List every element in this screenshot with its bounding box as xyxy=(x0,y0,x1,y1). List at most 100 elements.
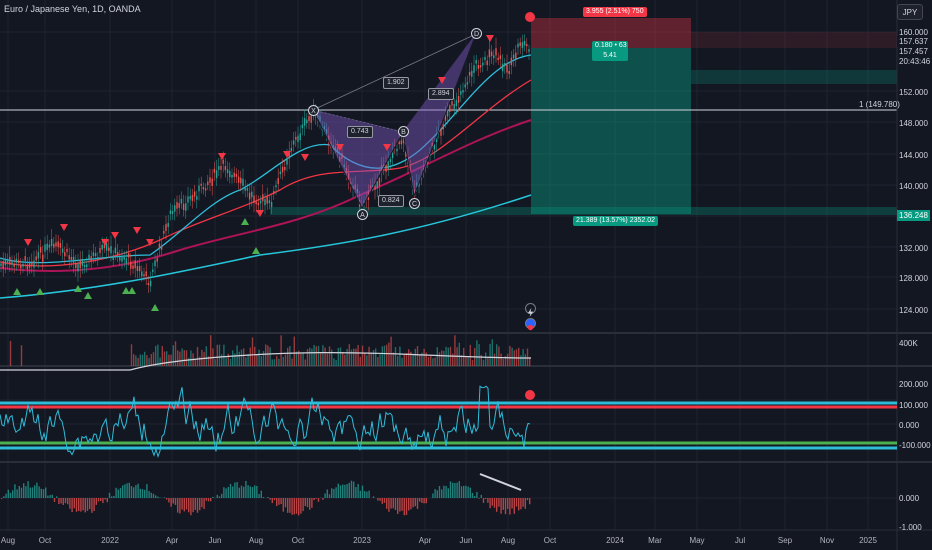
volume-bar xyxy=(243,348,245,366)
candle-body xyxy=(257,202,260,206)
candle-body xyxy=(244,187,246,191)
volume-bar xyxy=(364,352,366,366)
volume-bar xyxy=(509,345,511,366)
candle-body xyxy=(22,263,24,267)
macd-bar xyxy=(163,497,166,498)
macd-bar xyxy=(489,498,491,509)
macd-bar xyxy=(181,498,183,510)
macd-bar xyxy=(520,498,522,510)
candle-body xyxy=(464,84,466,88)
candle-body xyxy=(350,182,352,185)
macd-bar xyxy=(366,491,368,498)
macd-bar xyxy=(522,498,524,507)
macd-bar xyxy=(295,498,298,514)
candle-body xyxy=(160,245,163,250)
macd-bar xyxy=(463,485,465,498)
volume-bar xyxy=(282,356,284,366)
candle-body xyxy=(528,49,530,52)
macd-bar xyxy=(315,498,317,499)
candle-body xyxy=(451,101,453,106)
candle-body xyxy=(262,194,264,202)
candle-body xyxy=(413,189,416,197)
candle-body xyxy=(519,42,521,47)
candle-body xyxy=(220,165,222,170)
alert-icon[interactable] xyxy=(525,390,535,400)
candle-body xyxy=(369,185,372,189)
time-axis-label: May xyxy=(689,536,705,545)
sell-signal-marker xyxy=(486,35,494,42)
macd-bar xyxy=(240,485,243,498)
macd-bar xyxy=(302,498,304,512)
volume-bar xyxy=(504,355,507,366)
volume-bar xyxy=(201,349,203,366)
macd-bar xyxy=(177,498,179,513)
candle-body xyxy=(387,161,389,169)
volume-bar xyxy=(249,347,251,366)
sell-signal-marker xyxy=(146,239,154,246)
pattern-point-x[interactable]: X xyxy=(308,105,319,116)
macd-bar xyxy=(471,492,474,498)
macd-bar xyxy=(45,487,47,498)
volume-bar xyxy=(467,357,469,366)
volume-bar xyxy=(348,344,350,366)
candle-body xyxy=(9,256,11,265)
lightning-icon[interactable] xyxy=(525,303,536,317)
pattern-point-c[interactable]: C xyxy=(409,198,420,209)
volume-bar xyxy=(311,348,313,366)
volume-bar xyxy=(291,358,293,366)
currency-button[interactable]: JPY xyxy=(897,4,923,20)
reward-label[interactable]: 21.389 (13.57%) 2352.02 xyxy=(573,216,659,226)
macd-bar xyxy=(47,495,49,498)
volume-bar xyxy=(234,353,236,366)
candle-body xyxy=(72,256,75,263)
candle-body xyxy=(136,266,139,271)
macd-bar xyxy=(348,482,350,498)
volume-bar xyxy=(166,351,168,366)
risk-label[interactable]: 3.955 (2.51%) 750 xyxy=(583,7,647,17)
macd-bar xyxy=(456,482,458,498)
candle-body xyxy=(141,271,143,277)
buy-signal-marker xyxy=(122,287,130,294)
candle-body xyxy=(431,142,433,147)
pattern-point-b[interactable]: B xyxy=(398,126,409,137)
macd-bar xyxy=(38,486,40,498)
candle-body xyxy=(266,196,268,204)
macd-bar xyxy=(394,498,397,511)
macd-bar xyxy=(487,498,489,503)
harmonic-pattern-xab[interactable] xyxy=(312,109,404,210)
macd-bar xyxy=(170,498,172,507)
volume-bar xyxy=(465,356,467,366)
candle-body xyxy=(501,63,504,72)
volume-bar xyxy=(276,355,278,366)
macd-divergence-line[interactable] xyxy=(479,473,522,491)
macd-bar xyxy=(194,498,196,510)
volume-bar xyxy=(394,347,397,366)
countdown-label: 20:43:46 xyxy=(899,57,931,66)
macd-bar xyxy=(425,498,427,504)
macd-bar xyxy=(324,493,326,498)
symbol-title[interactable]: Euro / Japanese Yen, 1D, OANDA xyxy=(4,4,141,14)
candle-body xyxy=(427,161,429,164)
candle-body xyxy=(112,255,114,260)
candle-body xyxy=(339,157,341,162)
indicator-toggle-icon[interactable] xyxy=(525,318,536,331)
price-tick: 140.000 xyxy=(899,182,928,191)
macd-bar xyxy=(251,487,254,498)
candle-body xyxy=(446,110,449,117)
candle-body xyxy=(231,174,233,178)
time-axis-label: Oct xyxy=(291,536,305,545)
volume-bar xyxy=(326,353,328,366)
pattern-point-a[interactable]: A xyxy=(357,209,368,220)
macd-bar xyxy=(482,498,485,503)
take-profit-zone[interactable] xyxy=(531,48,691,214)
harmonic-pattern-bcd[interactable] xyxy=(402,33,477,198)
alert-icon[interactable] xyxy=(525,12,535,22)
candle-body xyxy=(121,256,123,262)
open-pl-label[interactable]: 0.180 • 63 5.41 xyxy=(592,41,628,61)
pattern-point-d[interactable]: D xyxy=(471,28,482,39)
candle-body xyxy=(512,54,515,59)
macd-bar xyxy=(106,498,108,503)
macd-bar xyxy=(476,491,478,498)
time-axis-label: Nov xyxy=(819,536,835,545)
